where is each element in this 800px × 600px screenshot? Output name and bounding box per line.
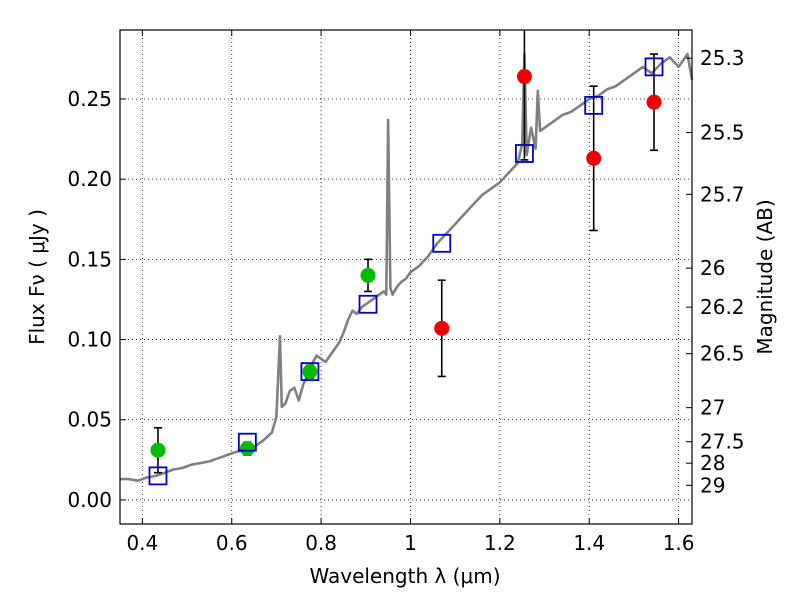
magnitude-tick-label: 27.5 [700,430,745,454]
grid-lines [120,30,692,524]
data-point [516,69,532,85]
data-markers [148,57,664,486]
data-point [646,94,662,110]
magnitude-tick-label: 25.5 [700,121,745,145]
data-point [586,150,602,166]
magnitude-tick-label: 28 [700,451,725,475]
x-tick-label: 0.8 [305,531,337,555]
x-tick-label: 0.6 [216,531,248,555]
data-point-square [300,362,320,382]
spectrum-path [120,52,694,482]
magnitude-tick-label: 25.3 [700,46,745,70]
data-point [360,267,376,283]
data-point-square [148,466,168,486]
data-point-square [358,294,378,314]
x-tick-label: 1.6 [663,531,695,555]
plot-frame [119,29,693,525]
y-tick-label: 0.10 [67,328,112,352]
x-axis-label: Wavelength λ (μm) [309,564,500,588]
y-tick-label: 0.20 [67,167,112,191]
data-point [434,320,450,336]
data-point-square [515,144,534,163]
y-axis-ticks: 0.00 0.05 0.10 0.15 0.20 0.25 [67,87,126,512]
magnitude-tick-label: 27 [700,396,725,420]
magnitude-tick-label: 26.5 [700,342,745,366]
magnitude-tick-label: 25.7 [700,182,745,206]
magnitude-axis-label: Magnitude (AB) [753,199,777,354]
spectrum-line [120,52,694,482]
y-axis-label: Flux Fν ( μJy ) [25,209,49,345]
y-tick-label: 0.25 [67,87,112,111]
magnitude-tick-label: 26 [700,256,725,280]
x-tick-label: 1 [404,531,417,555]
y-tick-label: 0.05 [67,408,112,432]
y-tick-label: 0.15 [67,247,112,271]
x-tick-label: 1.4 [573,531,605,555]
x-tick-label: 1.2 [484,531,516,555]
error-bars [153,30,659,474]
x-axis-ticks: 0.4 0.6 0.8 1 1.2 1.4 1.6 [126,30,695,555]
data-point-square [644,57,664,77]
data-point [302,364,318,380]
x-tick-label: 0.4 [126,531,158,555]
data-point-square [584,95,604,115]
magnitude-tick-label: 26.2 [700,295,745,319]
data-point-square [237,432,257,452]
data-point [239,441,255,457]
data-point-square [432,233,452,253]
data-point [150,442,166,458]
magnitude-tick-label: 29 [700,473,725,497]
y-tick-label: 0.00 [67,488,112,512]
